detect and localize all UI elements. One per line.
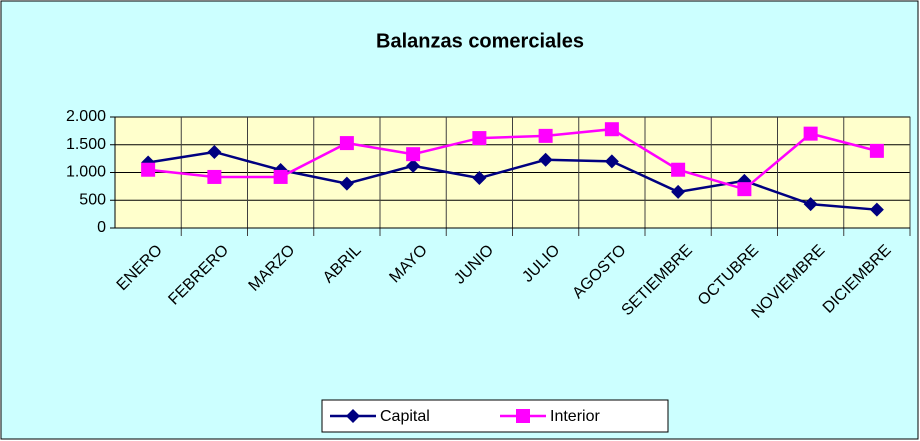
point — [339, 176, 354, 191]
point — [803, 197, 818, 212]
point — [472, 171, 487, 186]
legend-label: Capital — [380, 408, 430, 425]
point — [737, 182, 752, 197]
point — [869, 202, 884, 217]
legend-marker — [516, 409, 530, 423]
point — [538, 128, 553, 143]
y-tick-label: 1.000 — [66, 164, 106, 181]
y-tick-label: 0 — [97, 219, 106, 236]
y-tick-label: 1.500 — [66, 136, 106, 153]
point — [207, 144, 222, 159]
chart-title: Balanzas comerciales — [376, 30, 584, 52]
y-tick-label: 500 — [79, 191, 106, 208]
point — [869, 143, 884, 158]
legend-box — [321, 399, 669, 433]
series-line — [147, 150, 877, 211]
point — [406, 147, 421, 162]
point — [538, 152, 553, 167]
point — [604, 122, 619, 137]
point — [141, 162, 156, 177]
y-tick-label: 2.000 — [66, 108, 106, 125]
point — [207, 169, 222, 184]
point — [339, 136, 354, 151]
point — [803, 126, 818, 141]
point — [671, 184, 686, 199]
point — [472, 131, 487, 146]
point — [604, 154, 619, 169]
point — [273, 169, 288, 184]
point — [671, 162, 686, 177]
legend-label: Interior — [550, 408, 600, 425]
legend-marker — [346, 409, 360, 423]
series-line — [147, 127, 878, 191]
point — [406, 158, 421, 173]
